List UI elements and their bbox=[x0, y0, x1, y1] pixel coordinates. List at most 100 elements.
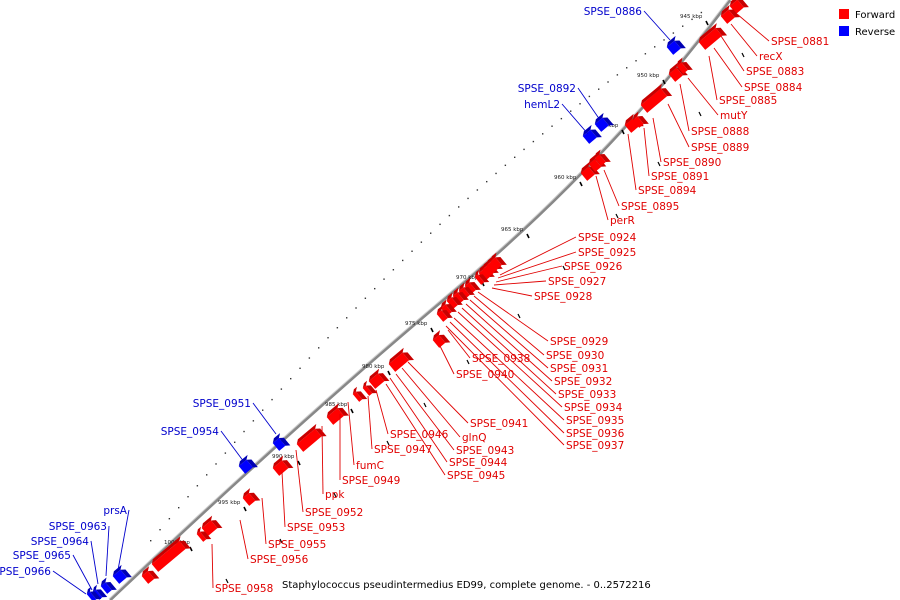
gene-label-spse_0936[interactable]: SPSE_0936 bbox=[449, 321, 625, 440]
gene-body bbox=[388, 352, 410, 372]
gene-label-spse_0938[interactable]: SPSE_0938 bbox=[447, 329, 530, 365]
leader-line bbox=[493, 280, 547, 286]
gene-label-text: SPSE_0888 bbox=[691, 126, 749, 138]
gene-body bbox=[141, 571, 155, 584]
gene-label-spse_0884[interactable]: SPSE_0884 bbox=[713, 47, 803, 94]
ruler-dot bbox=[523, 148, 525, 151]
gene-top bbox=[388, 347, 404, 365]
leader-line bbox=[730, 23, 758, 57]
ruler-dot bbox=[626, 67, 628, 69]
gene-label-spse_0894[interactable]: SPSE_0894 bbox=[627, 133, 697, 197]
gene-label-spse_0958[interactable]: SPSE_0958 bbox=[211, 543, 273, 595]
gene-label-spse_0924[interactable]: SPSE_0924 bbox=[499, 232, 637, 276]
gene-label-text: SPSE_0958 bbox=[215, 583, 273, 595]
gene-label-spse_0964[interactable]: SPSE_0964 bbox=[31, 536, 99, 585]
gene-block-forward bbox=[640, 83, 673, 113]
ruler-dot bbox=[346, 317, 348, 319]
gene-label-spse_0930[interactable]: SPSE_0930 bbox=[473, 295, 604, 362]
gene-label-spse_0881[interactable]: SPSE_0881 bbox=[736, 13, 829, 48]
gene-label-spse_0937[interactable]: SPSE_0937 bbox=[445, 325, 624, 452]
gene-label-fumc[interactable]: fumC bbox=[347, 401, 384, 472]
gene-label-spse_0895[interactable]: SPSE_0895 bbox=[603, 169, 679, 213]
gene-top bbox=[86, 586, 91, 595]
gene-label-spse_0944[interactable]: SPSE_0944 bbox=[389, 377, 508, 469]
gene-label-spse_0931[interactable]: SPSE_0931 bbox=[469, 299, 608, 375]
gene-block-reverse bbox=[86, 586, 102, 600]
gene-top bbox=[582, 124, 592, 137]
gene-label-recx[interactable]: recX bbox=[730, 23, 783, 63]
gene-label-spse_0963[interactable]: SPSE_0963 bbox=[49, 521, 110, 577]
gene-label-text: SPSE_0965 bbox=[13, 550, 71, 562]
leader-line bbox=[461, 307, 557, 395]
gene-label-spse_0966[interactable]: SPSE_0966 bbox=[0, 566, 87, 595]
gene-body bbox=[632, 116, 644, 128]
gene-block-forward bbox=[490, 252, 507, 269]
gene-label-spse_0949[interactable]: SPSE_0949 bbox=[339, 414, 400, 487]
gene-label-prsa[interactable]: prsA bbox=[103, 505, 130, 571]
gene-label-muty[interactable]: mutY bbox=[687, 77, 748, 122]
leader-line bbox=[473, 295, 545, 356]
gene-label-spse_0965[interactable]: SPSE_0965 bbox=[13, 550, 93, 591]
gene-label-spse_0934[interactable]: SPSE_0934 bbox=[457, 311, 623, 414]
gene-label-spse_0951[interactable]: SPSE_0951 bbox=[193, 398, 277, 435]
gene-label-spse_0892[interactable]: SPSE_0892 bbox=[518, 83, 601, 121]
gene-label-glnq[interactable]: glnQ bbox=[401, 367, 487, 444]
gene-label-heml2[interactable]: hemL2 bbox=[524, 99, 589, 135]
gene-label-spse_0947[interactable]: SPSE_0947 bbox=[367, 395, 432, 456]
gene-label-spse_0888[interactable]: SPSE_0888 bbox=[679, 83, 749, 138]
gene-label-spse_0945[interactable]: SPSE_0945 bbox=[385, 383, 505, 482]
gene-label-spse_0883[interactable]: SPSE_0883 bbox=[720, 35, 804, 78]
gene-label-spse_0927[interactable]: SPSE_0927 bbox=[493, 276, 606, 288]
kbp-tick-mark bbox=[657, 161, 661, 167]
ruler-dot bbox=[196, 485, 199, 487]
ruler-dot bbox=[607, 81, 609, 83]
gene-label-spse_0928[interactable]: SPSE_0928 bbox=[491, 287, 592, 303]
kbp-tick-label: 965 kbp bbox=[501, 227, 524, 233]
gene-label-text: SPSE_0892 bbox=[518, 83, 576, 95]
gene-label-spse_0943[interactable]: SPSE_0943 bbox=[395, 373, 514, 457]
gene-label-spse_0929[interactable]: SPSE_0929 bbox=[477, 291, 608, 348]
gene-label-perr[interactable]: perR bbox=[595, 175, 635, 227]
gene-body bbox=[666, 40, 681, 55]
leader-line bbox=[652, 117, 662, 163]
ruler-dot bbox=[271, 398, 273, 401]
gene-label-spse_0925[interactable]: SPSE_0925 bbox=[497, 247, 636, 279]
gene-label-spse_0886[interactable]: SPSE_0886 bbox=[584, 6, 671, 41]
gene-body bbox=[486, 261, 498, 273]
gene-label-text: SPSE_0886 bbox=[584, 6, 643, 18]
gene-label-spse_0956[interactable]: SPSE_0956 bbox=[239, 519, 309, 566]
kbp-tick-mark bbox=[279, 538, 283, 544]
leader-line bbox=[220, 430, 245, 463]
gene-label-spse_0946[interactable]: SPSE_0946 bbox=[375, 389, 449, 441]
gene-label-spse_0891[interactable]: SPSE_0891 bbox=[643, 127, 709, 183]
leader-line bbox=[375, 389, 389, 435]
gene-label-spse_0953[interactable]: SPSE_0953 bbox=[281, 471, 345, 534]
gene-label-spse_0941[interactable]: SPSE_0941 bbox=[407, 361, 528, 430]
gene-label-spse_0926[interactable]: SPSE_0926 bbox=[495, 261, 623, 283]
leader-line bbox=[497, 251, 577, 279]
gene-label-spse_0890[interactable]: SPSE_0890 bbox=[652, 117, 721, 169]
leader-line bbox=[561, 103, 589, 135]
backbone-highlight bbox=[108, 0, 729, 600]
gene-label-ppk[interactable]: ppk bbox=[321, 425, 345, 501]
kbp-tick-mark bbox=[387, 370, 391, 376]
gene-block-forward bbox=[432, 330, 451, 348]
kbp-tick-mark bbox=[615, 213, 619, 219]
gene-label-spse_0952[interactable]: SPSE_0952 bbox=[295, 449, 363, 519]
gene-top bbox=[242, 488, 251, 499]
gene-label-text: SPSE_0894 bbox=[638, 185, 697, 197]
gene-label-spse_0954[interactable]: SPSE_0954 bbox=[161, 426, 245, 463]
gene-label-spse_0935[interactable]: SPSE_0935 bbox=[453, 317, 624, 427]
gene-label-spse_0932[interactable]: SPSE_0932 bbox=[465, 303, 612, 388]
gene-label-spse_0885[interactable]: SPSE_0885 bbox=[708, 55, 777, 107]
ruler-dot bbox=[551, 125, 553, 127]
gene-label-spse_0889[interactable]: SPSE_0889 bbox=[667, 103, 749, 154]
gene-label-spse_0933[interactable]: SPSE_0933 bbox=[461, 307, 616, 401]
gene-label-spse_0955[interactable]: SPSE_0955 bbox=[261, 497, 326, 551]
gene-label-spse_0940[interactable]: SPSE_0940 bbox=[439, 345, 514, 381]
leader-line bbox=[72, 554, 93, 591]
gene-label-text: fumC bbox=[356, 460, 384, 472]
gene-label-text: ppk bbox=[325, 489, 345, 501]
